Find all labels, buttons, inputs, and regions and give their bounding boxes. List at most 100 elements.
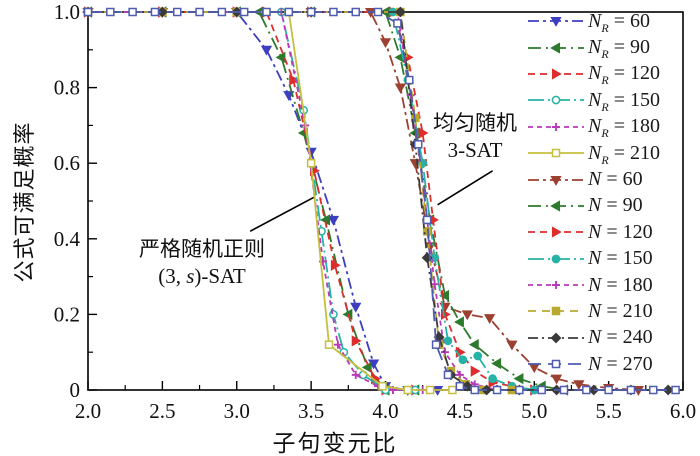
triangle-right-marker — [289, 74, 300, 86]
annotation-uniform-3sat-line1: 均匀随机 — [433, 111, 517, 135]
square-marker — [306, 7, 316, 17]
diamond-marker — [394, 6, 406, 18]
x-tick-label: 5.0 — [521, 399, 547, 423]
series-NR90-line — [88, 11, 416, 391]
legend-sample-NR180 — [528, 122, 584, 131]
triangle-down-marker — [573, 380, 585, 391]
square-marker — [425, 385, 435, 395]
legend-label-NR210: NR = 210 — [588, 141, 660, 167]
square-marker — [329, 7, 338, 17]
annotation-leader-line — [437, 170, 494, 206]
annotation-regular-sat-line2: (3, s)-SAT — [158, 264, 246, 288]
legend-sample-N180 — [528, 281, 584, 290]
annotation-regular-sat: 严格随机正则 (3, s)-SAT — [112, 236, 292, 290]
square-marker — [239, 7, 249, 17]
square-marker — [422, 215, 432, 225]
series-NR60-line — [88, 11, 438, 391]
square-marker — [393, 19, 402, 28]
legend-label-NR90: NR = 90 — [588, 36, 650, 62]
square-marker — [217, 7, 227, 17]
series-NR180-line — [88, 11, 423, 391]
x-tick-label: 6.0 — [670, 399, 696, 423]
square-marker — [373, 7, 383, 17]
square-marker — [626, 385, 636, 395]
y-tick-label: 0.8 — [54, 76, 80, 100]
y-tick-label: 0.6 — [54, 151, 80, 175]
triangle-down-marker — [283, 91, 295, 101]
triangle-left-marker — [550, 200, 561, 212]
triangle-left-marker — [491, 357, 502, 370]
triangle-down-marker — [379, 38, 392, 49]
x-tick-label: 2.5 — [149, 399, 175, 423]
square-marker — [195, 7, 204, 17]
legend-sample-N150 — [528, 254, 584, 264]
legend-sample-N240 — [528, 332, 584, 344]
legend-label-N240: N = 240 — [588, 326, 653, 349]
y-tick-label: 0 — [70, 378, 81, 402]
legend-label-NR120: NR = 120 — [588, 62, 660, 88]
plus-marker — [552, 281, 560, 290]
diamond-marker — [461, 380, 473, 392]
y-tick-label: 0.2 — [54, 302, 80, 326]
square-marker — [537, 385, 546, 395]
triangle-left-marker — [275, 51, 286, 63]
triangle-down-marker — [350, 302, 362, 313]
annotation-uniform-3sat: 均匀随机 3-SAT — [400, 110, 550, 164]
triangle-left-marker — [361, 361, 372, 373]
square-marker — [284, 7, 294, 17]
legend-item-NR150: NR = 150 — [527, 87, 660, 113]
legend-sample-N210 — [528, 307, 584, 316]
square-marker — [413, 140, 423, 149]
legend-sample-N90 — [528, 200, 584, 212]
x-tick-label: 3.5 — [298, 399, 324, 423]
square-marker — [378, 381, 387, 391]
square-marker — [559, 385, 569, 395]
circle-marker — [458, 355, 468, 365]
square-marker — [324, 340, 334, 349]
legend: NR = 60 NR = 90 NR = 120 NR = 150 NR = 180 NR… — [527, 8, 660, 377]
triangle-right-marker — [418, 127, 429, 139]
square-marker — [405, 75, 414, 85]
square-marker — [455, 381, 465, 391]
triangle-down-marker — [461, 310, 473, 321]
square-marker — [83, 7, 93, 17]
plus-marker — [333, 340, 342, 349]
triangle-down-marker — [550, 374, 563, 385]
series-NR210-line — [88, 11, 453, 391]
square-marker — [431, 340, 441, 349]
triangle-down-marker — [550, 175, 562, 186]
legend-label-NR150: NR = 150 — [588, 88, 660, 114]
triangle-right-marker — [551, 68, 562, 80]
x-tick-label: 2.0 — [75, 399, 101, 423]
legend-sample-N120 — [528, 226, 584, 238]
square-marker — [128, 7, 137, 17]
y-axis-title: 公式可满足概率 — [12, 121, 37, 283]
square-marker — [515, 385, 524, 395]
plus-marker — [455, 370, 464, 379]
legend-item-N120: N = 120 — [527, 219, 660, 245]
square-marker — [106, 7, 115, 17]
series-NR150-line — [88, 11, 416, 391]
legend-sample-NR150 — [528, 96, 584, 105]
legend-label-N120: N = 120 — [588, 220, 653, 243]
legend-item-N90: N = 90 — [527, 193, 660, 219]
square-marker — [150, 7, 160, 17]
square-marker — [173, 7, 182, 17]
annotation-leader-line — [249, 196, 315, 232]
legend-item-N150: N = 150 — [527, 246, 660, 272]
triangle-left-marker — [439, 289, 450, 302]
square-marker — [604, 385, 613, 395]
circle-marker — [329, 310, 338, 319]
square-marker — [551, 307, 561, 316]
triangle-down-marker — [484, 314, 496, 324]
legend-item-N60: N = 60 — [527, 166, 660, 192]
triangle-left-marker — [454, 316, 464, 328]
circle-marker — [488, 374, 497, 384]
circle-marker — [443, 336, 453, 346]
diamond-marker — [156, 6, 168, 18]
square-marker — [351, 7, 360, 17]
square-marker — [262, 7, 271, 17]
square-marker — [448, 385, 457, 395]
